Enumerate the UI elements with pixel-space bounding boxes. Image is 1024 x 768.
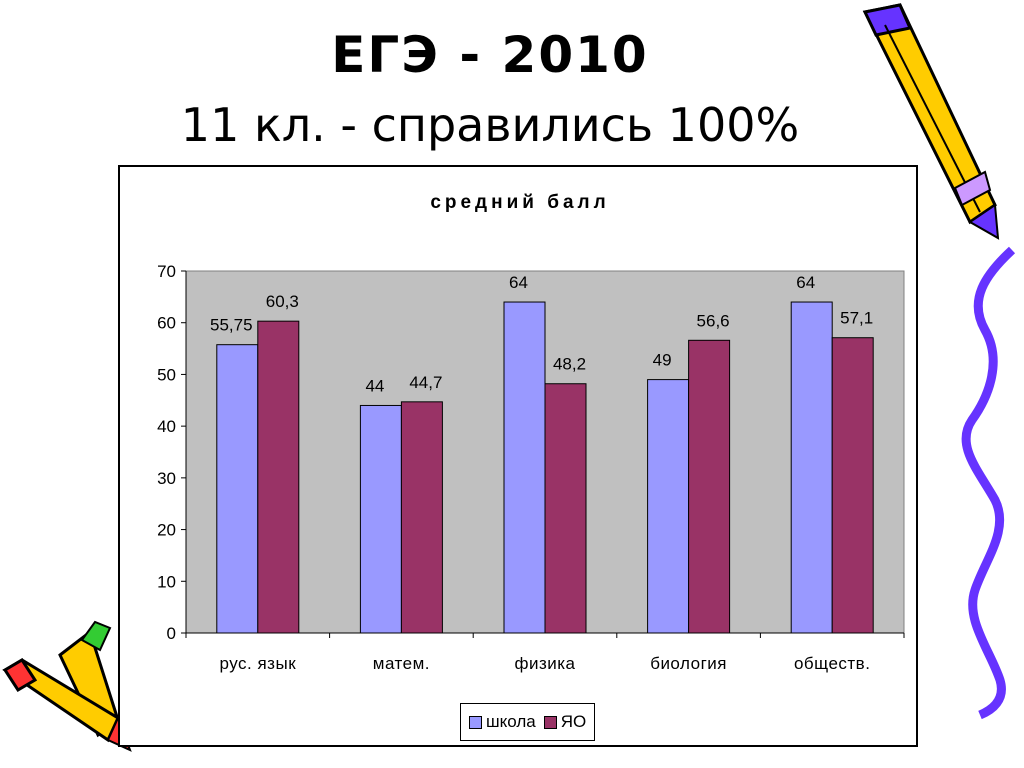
data-label: 64 [796,273,815,292]
y-tick-label: 20 [157,521,176,540]
y-tick-label: 0 [167,624,176,643]
data-label: 60,3 [266,292,299,311]
legend-label-school: школа [486,712,536,731]
bar-chart: средний балл 0 10 20 30 40 50 60 70 55,75 60,3 рус.… [157,192,905,673]
bar [400,401,443,634]
data-label: 44 [365,376,384,395]
bar [359,404,402,634]
bar [790,301,833,634]
x-tick-label: рус. язык [219,654,296,673]
y-tick-label: 60 [157,314,176,333]
data-label: 57,1 [840,309,873,328]
slide-title: ЕГЭ - 2010 [331,26,649,84]
bar [216,344,259,634]
bar [831,337,874,634]
data-label: 55,75 [210,316,253,335]
bar [647,379,690,634]
bar [257,320,300,634]
y-tick-label: 10 [157,572,176,591]
bar [503,301,546,634]
x-tick-label: физика [514,654,575,673]
data-label: 48,2 [553,355,586,374]
y-tick-label: 70 [157,262,176,281]
bar [688,339,731,634]
y-tick-label: 50 [157,365,176,384]
data-label: 64 [509,273,528,292]
wavy-line-decoration [961,246,1016,720]
legend-label-region: ЯО [560,712,587,731]
y-tick-label: 40 [157,417,176,436]
x-tick-label: обществ. [794,654,870,673]
slide-subtitle: 11 кл. - справились 100% [180,98,800,152]
legend-item-region: ЯО [543,712,587,732]
y-tick-label: 30 [157,469,176,488]
bar [544,383,587,634]
data-label: 49 [653,351,672,370]
legend-item-school: школа [469,712,536,732]
x-tick-label: матем. [373,654,430,673]
chart-legend: школа ЯО [460,703,596,741]
x-tick-label: биология [650,654,727,673]
pencil-icon [2,657,132,752]
legend-swatch-region [543,715,557,729]
legend-swatch-school [469,715,482,729]
pencil-icon [862,3,1000,240]
data-label: 56,6 [697,311,730,330]
chart-frame: средний балл 0 10 20 30 40 50 60 70 55,75 60,3 рус.… [118,165,918,747]
chart-title: средний балл [430,192,609,213]
data-label: 44,7 [409,373,442,392]
